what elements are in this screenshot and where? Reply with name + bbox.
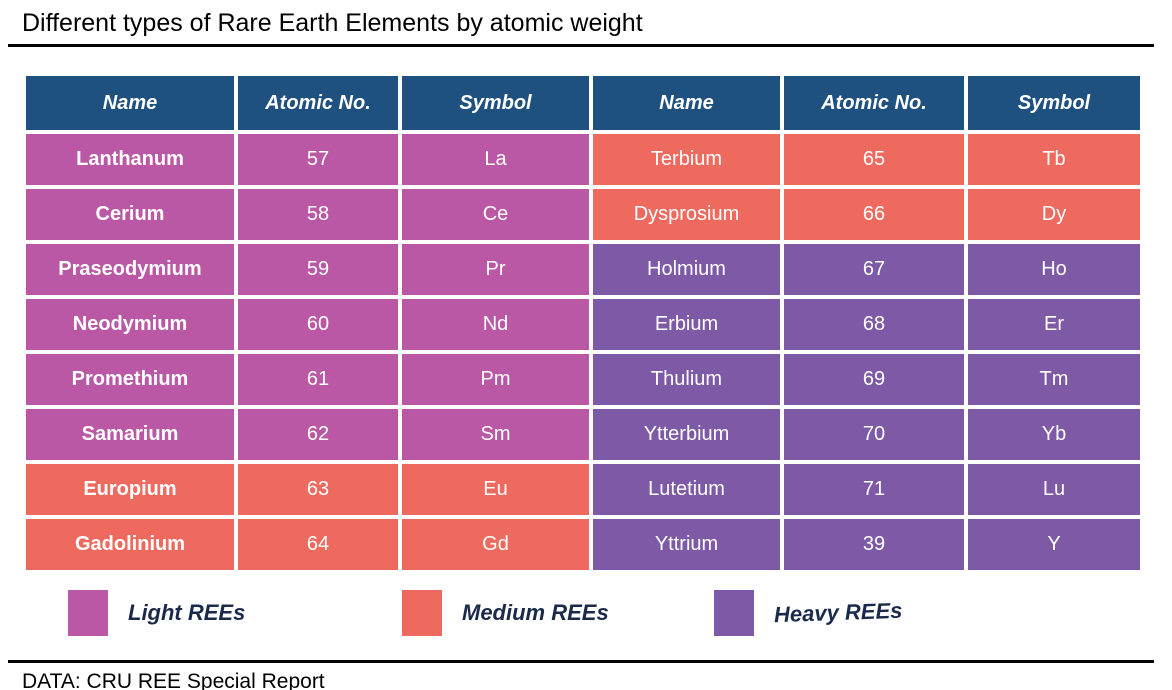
atomic-no-cell: 61 — [238, 354, 398, 405]
atomic-no-cell: 71 — [784, 464, 964, 515]
atomic-no-cell: 63 — [238, 464, 398, 515]
element-name-cell: Europium — [26, 464, 234, 515]
table-row: Gadolinium 64 Gd Yttrium 39 Y — [26, 519, 1140, 570]
header-symbol-right: Symbol — [968, 76, 1140, 130]
symbol-cell: Nd — [402, 299, 589, 350]
heavy-rees-swatch — [714, 590, 754, 636]
data-source: DATA: CRU REE Special Report — [22, 670, 325, 690]
header-name-right: Name — [593, 76, 780, 130]
table-row: Promethium 61 Pm Thulium 69 Tm — [26, 354, 1140, 405]
header-row: Name Atomic No. Symbol Name Atomic No. S… — [26, 76, 1140, 130]
element-name-cell: Promethium — [26, 354, 234, 405]
legend-item-medium: Medium REEs — [402, 590, 609, 636]
title-divider — [8, 44, 1154, 47]
atomic-no-cell: 69 — [784, 354, 964, 405]
medium-rees-swatch — [402, 590, 442, 636]
table-row: Neodymium 60 Nd Erbium 68 Er — [26, 299, 1140, 350]
element-name-cell: Praseodymium — [26, 244, 234, 295]
element-name-cell: Lanthanum — [26, 134, 234, 185]
symbol-cell: La — [402, 134, 589, 185]
element-name-cell: Cerium — [26, 189, 234, 240]
header-symbol-left: Symbol — [402, 76, 589, 130]
symbol-cell: Ce — [402, 189, 589, 240]
element-name-cell: Thulium — [593, 354, 780, 405]
atomic-no-cell: 68 — [784, 299, 964, 350]
table-body: Lanthanum 57 La Terbium 65 Tb Cerium 58 … — [26, 134, 1140, 570]
legend-label: Heavy REEs — [773, 597, 903, 628]
atomic-no-cell: 57 — [238, 134, 398, 185]
legend-label: Medium REEs — [462, 600, 609, 625]
header-atomic-no-left: Atomic No. — [238, 76, 398, 130]
infographic-page: Different types of Rare Earth Elements b… — [0, 8, 1172, 690]
atomic-no-cell: 66 — [784, 189, 964, 240]
table-row: Europium 63 Eu Lutetium 71 Lu — [26, 464, 1140, 515]
table-row: Cerium 58 Ce Dysprosium 66 Dy — [26, 189, 1140, 240]
element-name-cell: Holmium — [593, 244, 780, 295]
legend: Light REEs Medium REEs Heavy REEs — [0, 590, 1172, 638]
legend-item-heavy: Heavy REEs — [714, 590, 903, 636]
symbol-cell: Eu — [402, 464, 589, 515]
element-name-cell: Dysprosium — [593, 189, 780, 240]
symbol-cell: Ho — [968, 244, 1140, 295]
atomic-no-cell: 64 — [238, 519, 398, 570]
symbol-cell: Dy — [968, 189, 1140, 240]
element-name-cell: Samarium — [26, 409, 234, 460]
legend-item-light: Light REEs — [68, 590, 245, 636]
symbol-cell: Gd — [402, 519, 589, 570]
footer-divider — [8, 660, 1154, 663]
table-row: Praseodymium 59 Pr Holmium 67 Ho — [26, 244, 1140, 295]
element-name-cell: Gadolinium — [26, 519, 234, 570]
atomic-no-cell: 39 — [784, 519, 964, 570]
atomic-no-cell: 59 — [238, 244, 398, 295]
symbol-cell: Er — [968, 299, 1140, 350]
symbol-cell: Sm — [402, 409, 589, 460]
atomic-no-cell: 70 — [784, 409, 964, 460]
symbol-cell: Yb — [968, 409, 1140, 460]
atomic-no-cell: 62 — [238, 409, 398, 460]
symbol-cell: Y — [968, 519, 1140, 570]
atomic-no-cell: 58 — [238, 189, 398, 240]
table-row: Samarium 62 Sm Ytterbium 70 Yb — [26, 409, 1140, 460]
atomic-no-cell: 60 — [238, 299, 398, 350]
symbol-cell: Pm — [402, 354, 589, 405]
element-name-cell: Neodymium — [26, 299, 234, 350]
symbol-cell: Tm — [968, 354, 1140, 405]
element-name-cell: Lutetium — [593, 464, 780, 515]
header-atomic-no-right: Atomic No. — [784, 76, 964, 130]
symbol-cell: Pr — [402, 244, 589, 295]
symbol-cell: Tb — [968, 134, 1140, 185]
symbol-cell: Lu — [968, 464, 1140, 515]
element-name-cell: Terbium — [593, 134, 780, 185]
table-row: Lanthanum 57 La Terbium 65 Tb — [26, 134, 1140, 185]
atomic-no-cell: 67 — [784, 244, 964, 295]
atomic-no-cell: 65 — [784, 134, 964, 185]
page-title: Different types of Rare Earth Elements b… — [22, 9, 643, 37]
light-rees-swatch — [68, 590, 108, 636]
ree-table: Name Atomic No. Symbol Name Atomic No. S… — [22, 72, 1144, 574]
table-header: Name Atomic No. Symbol Name Atomic No. S… — [26, 76, 1140, 130]
element-name-cell: Ytterbium — [593, 409, 780, 460]
legend-label: Light REEs — [128, 600, 246, 625]
element-name-cell: Yttrium — [593, 519, 780, 570]
element-name-cell: Erbium — [593, 299, 780, 350]
header-name-left: Name — [26, 76, 234, 130]
